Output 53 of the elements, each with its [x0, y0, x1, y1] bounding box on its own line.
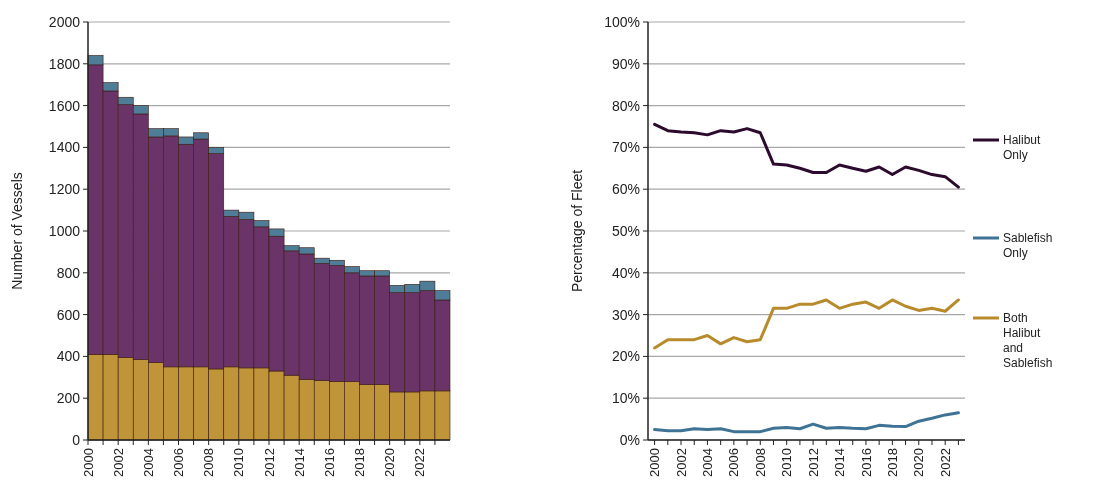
y-tick-label: 1800	[48, 55, 81, 72]
x-tick-label: 2022	[412, 448, 428, 477]
y-axis-title: Percentage of Fleet	[569, 169, 585, 293]
x-tick-label: 2006	[171, 448, 187, 477]
x-tick-label: 2004	[140, 448, 156, 477]
x-tick-label: 2022	[937, 448, 953, 477]
x-tick-label: 2014	[291, 448, 307, 477]
y-tick-label: 200	[56, 390, 81, 407]
legend-label: Both Halibut and Sablefish	[1003, 311, 1053, 370]
x-tick-label: 2016	[858, 448, 874, 477]
y-tick-label: 800	[56, 264, 81, 281]
y-tick-label: 10%	[611, 390, 640, 407]
x-tick-label: 2006	[726, 448, 742, 477]
line-series	[653, 411, 960, 434]
x-tick-label: 2020	[382, 448, 398, 477]
x-tick-label: 2010	[231, 448, 247, 477]
x-tick-label: 2016	[321, 448, 337, 477]
y-tick-label: 60%	[611, 181, 640, 198]
y-tick-label: 80%	[611, 97, 640, 114]
x-tick-label: 2012	[805, 448, 821, 477]
y-tick-label: 100%	[604, 13, 640, 30]
y-tick-label: 1400	[48, 139, 81, 156]
y-tick-label: 30%	[611, 306, 640, 323]
x-tick-label: 2002	[673, 448, 689, 477]
y-tick-label: 0%	[619, 431, 640, 448]
y-tick-label: 1600	[48, 97, 81, 114]
x-tick-label: 2012	[261, 448, 277, 477]
x-tick-label: 2002	[110, 448, 126, 477]
y-tick-label: 40%	[611, 264, 640, 281]
y-tick-label: 2000	[48, 13, 81, 30]
y-tick-label: 50%	[611, 222, 640, 239]
line-series	[653, 122, 960, 189]
x-tick-label: 2008	[752, 448, 768, 477]
x-tick-label: 2008	[201, 448, 217, 477]
y-tick-label: 400	[56, 348, 81, 365]
y-tick-label: 90%	[611, 55, 640, 72]
x-tick-label: 2004	[699, 448, 715, 477]
line-series	[653, 298, 960, 350]
legend-label: Halibut Only	[1003, 133, 1042, 162]
x-tick-label: 2020	[911, 448, 927, 477]
y-tick-label: 20%	[611, 348, 640, 365]
x-tick-label: 2014	[832, 448, 848, 477]
legend-label: Sablefish Only	[1003, 231, 1053, 260]
x-tick-label: 2018	[884, 448, 900, 477]
y-tick-label: 1200	[48, 181, 81, 198]
x-tick-label: 2000	[647, 448, 663, 477]
y-tick-label: 1000	[48, 222, 81, 239]
y-tick-label: 70%	[611, 139, 640, 156]
x-tick-label: 2018	[352, 448, 368, 477]
y-tick-label: 600	[56, 306, 81, 323]
x-tick-label: 2010	[779, 448, 795, 477]
y-axis-title: Number of Vessels	[9, 172, 25, 290]
y-tick-label: 0	[72, 431, 81, 448]
